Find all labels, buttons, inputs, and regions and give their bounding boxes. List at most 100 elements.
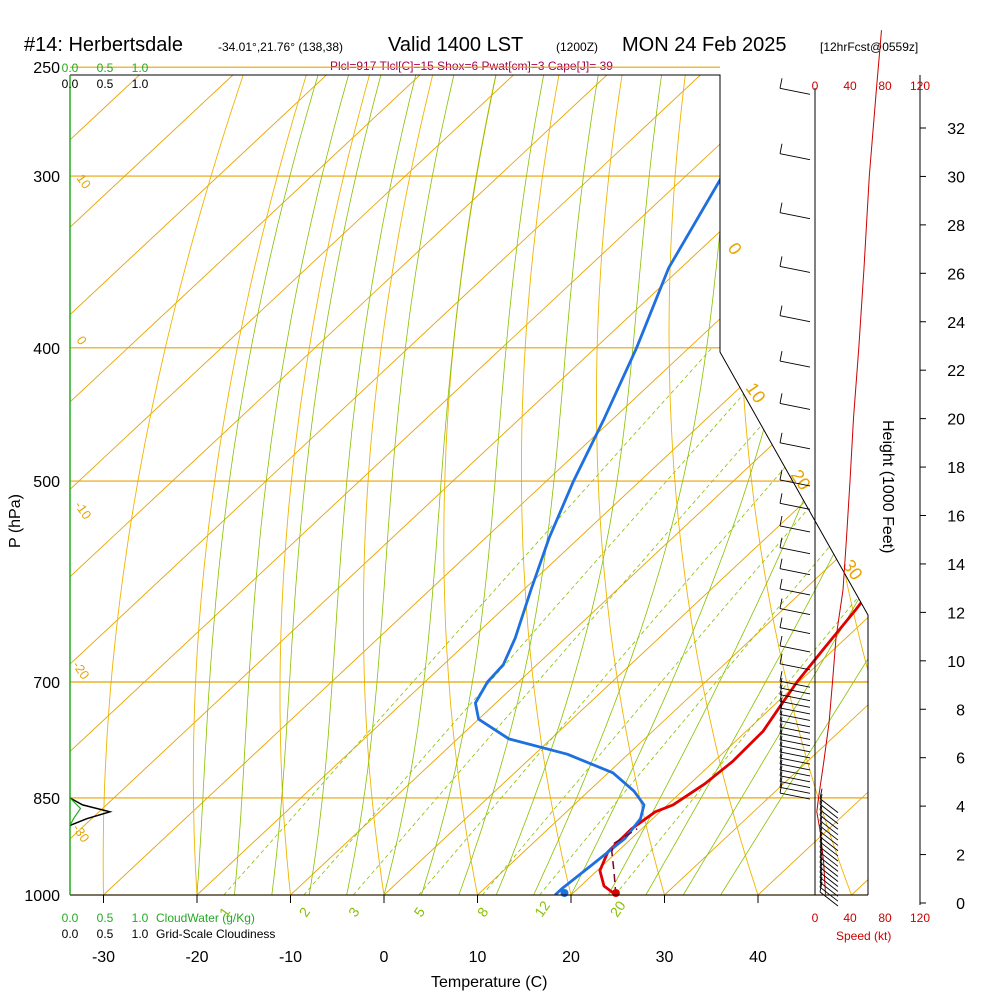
x-tick-label: 10: [469, 949, 487, 966]
wind-barb: [779, 627, 811, 635]
pressure-tick-label: 850: [33, 791, 60, 808]
valid-time: Valid 1400 LST: [388, 34, 523, 56]
height-tick-label: 32: [947, 121, 965, 138]
wind-barb: [819, 820, 839, 836]
wind-barb: [819, 841, 839, 857]
moist-adiabat: [346, 75, 457, 895]
isotherm-label: 10: [742, 379, 770, 407]
wind-barb: [779, 687, 811, 695]
mixing-ratio-line: [481, 347, 868, 895]
x-tick-label: -30: [92, 949, 115, 966]
mixing-ratio-label: 8: [474, 904, 492, 920]
pressure-tick-label: 400: [33, 341, 60, 358]
wind-barb-flag: [779, 537, 783, 548]
wind-barb-flag: [779, 558, 783, 569]
moist-adiabat: [308, 75, 419, 895]
wind-barb-flag: [779, 515, 783, 527]
isotherm-line: [664, 75, 868, 895]
height-tick-label: 24: [947, 315, 965, 332]
wind-barb: [779, 265, 811, 273]
wind-barb: [779, 786, 811, 794]
temperature-profile-line: [598, 75, 868, 895]
moist-adiabat: [720, 75, 868, 895]
wind-barb-flag: [779, 723, 783, 734]
profile-group: [474, 75, 868, 895]
height-tick-label: 0: [956, 896, 965, 913]
wind-barb: [779, 792, 811, 800]
wind-barb-flag: [779, 735, 783, 746]
x-tick-label: 20: [562, 949, 580, 966]
wind-barb: [779, 680, 811, 688]
cloudiness-top-tick: 0.5: [97, 77, 114, 91]
wind-barb: [819, 831, 839, 846]
isotherm-line: [945, 67, 1000, 895]
wind-barb: [819, 814, 839, 830]
height-tick-label: 6: [956, 751, 965, 768]
moist-adiabat: [421, 75, 546, 895]
wind-panel: 0040408080120120024681012141618202224262…: [779, 30, 965, 925]
height-axis-label: Height (1000 Feet): [879, 420, 896, 553]
x-tick-label: 40: [749, 949, 767, 966]
cloud-panel: 0.0 0.0 0.5 0.5 1.0 1.0 0.0 0.0 0.5 0.5 1.0 1.0: [62, 61, 149, 941]
cloudwater-top-tick: 0.5: [97, 61, 114, 75]
speed-top-tick: 40: [843, 79, 857, 93]
wind-barb: [779, 733, 811, 740]
speed-bottom-tick: 0: [812, 911, 819, 925]
mixing-ratio-line: [352, 347, 830, 895]
wind-barb-flag: [779, 202, 783, 213]
wind-barb: [819, 836, 839, 852]
height-tick-label: 12: [947, 605, 965, 622]
wind-barb: [779, 442, 811, 450]
cloudiness-line: [69, 797, 113, 827]
stability-indices: Plcl=917 Tlcl[C]=15 Shox=6 Pwat[cm]=3 Ca…: [330, 59, 613, 73]
wind-barb-flag: [779, 747, 783, 759]
speed-bottom-tick: 40: [843, 911, 857, 925]
speed-top-tick: 120: [910, 79, 930, 93]
axes: -30 -20 -10 0 10 20 30 40: [69, 74, 869, 966]
wind-barb: [819, 881, 839, 897]
wind-barb: [779, 212, 811, 220]
moist-adiabat: [383, 75, 499, 895]
wind-barb: [779, 663, 811, 671]
mixing-ratio-label: 5: [410, 904, 428, 920]
wind-barb-flag: [779, 635, 783, 647]
wind-barb: [779, 608, 811, 616]
x-axis-label: Temperature (C): [431, 974, 547, 991]
wind-barb: [779, 315, 811, 323]
wind-barb: [779, 360, 811, 368]
wind-barb-flag: [779, 578, 783, 590]
wind-barb-flag: [819, 788, 823, 799]
wind-barb: [779, 645, 811, 653]
wind-barb-flag: [779, 256, 783, 267]
moist-adiabat: [234, 75, 352, 895]
wind-barb-flag: [779, 598, 783, 609]
mixing-ratio-label: 12: [531, 898, 553, 920]
wind-barb-flag: [819, 842, 823, 853]
wind-barb-flag: [779, 671, 783, 682]
wind-barb: [819, 867, 839, 882]
speed-bottom-tick: 80: [878, 911, 892, 925]
moist-adiabat: [682, 75, 868, 895]
wind-barb-flag: [819, 847, 823, 858]
wind-barb: [779, 781, 811, 789]
speed-top-tick: 0: [812, 79, 819, 93]
height-tick-label: 22: [947, 363, 965, 380]
wind-barb: [779, 757, 811, 765]
wind-barb-flag: [779, 782, 783, 794]
dry-adiabat: [102, 75, 247, 895]
wind-barb-flag: [779, 777, 783, 788]
utc-time: (1200Z): [556, 40, 598, 54]
wind-barb: [819, 872, 839, 887]
wind-barb-flag: [779, 677, 783, 689]
mixing-ratio-label: 20: [607, 898, 629, 920]
wind-barb-flag: [779, 78, 783, 89]
wind-barb-flag: [779, 759, 783, 770]
wind-barb-flag: [779, 432, 783, 443]
dry-adiabat: [596, 75, 665, 895]
wind-barb: [779, 707, 811, 715]
cloudwater-top-tick: 1.0: [132, 61, 149, 75]
pressure-tick-label: 300: [33, 169, 60, 186]
temperature-surface-marker: [611, 889, 620, 897]
dewpoint-profile-line: [474, 75, 812, 895]
